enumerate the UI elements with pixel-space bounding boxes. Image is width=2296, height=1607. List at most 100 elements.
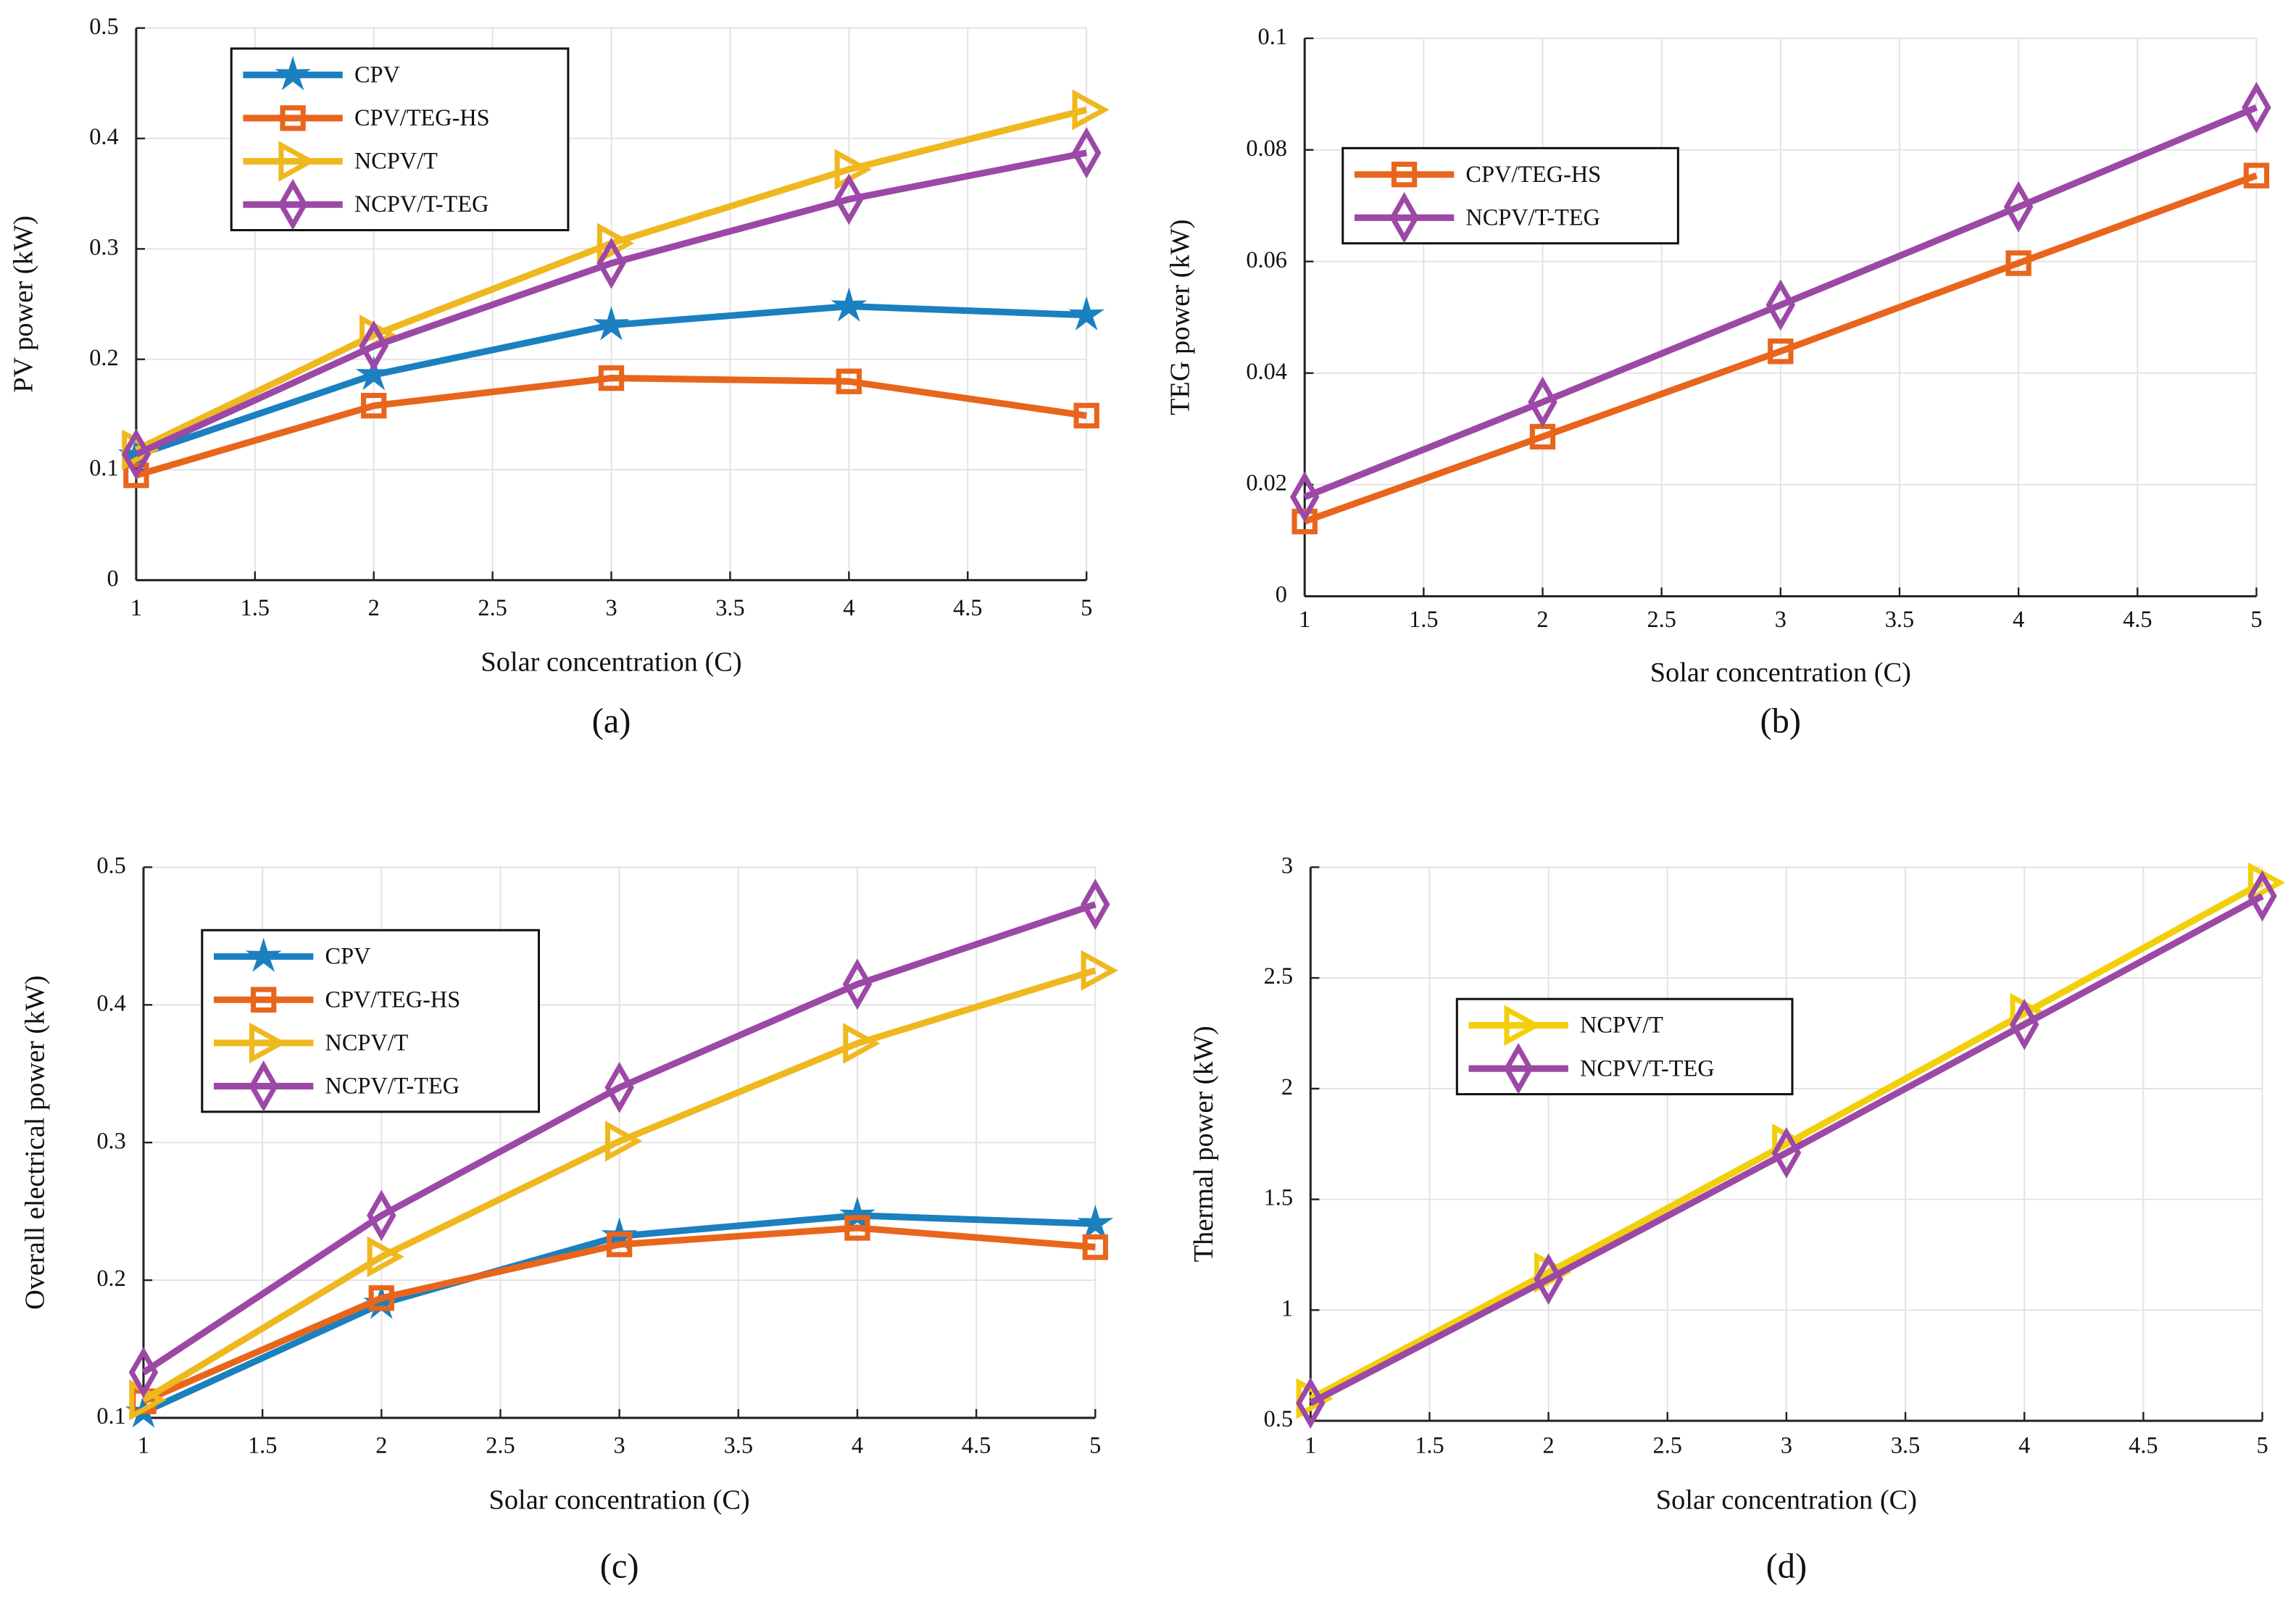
- legend-label: CPV/TEG-HS: [1465, 161, 1601, 187]
- data-point-square-marker: [368, 1285, 394, 1311]
- legend-diamond-marker: [278, 178, 308, 231]
- y-axis-label: Overall electrical power (kW): [20, 976, 51, 1310]
- x-tick-label: 1.5: [241, 594, 270, 620]
- chart-panel-d: 1 1.5 2 2.5 3 3.5 4 4.5 5 0.5 1 1.5 2 2.5 3 Solar conce…: [1189, 852, 2286, 1585]
- y-tick-label: 0.4: [96, 989, 125, 1016]
- data-point-square-marker: [1073, 402, 1099, 429]
- data-point-star-marker: [355, 355, 392, 391]
- data-point-star-marker: [839, 1196, 875, 1232]
- series-ncpv-t-teg: [128, 879, 1110, 1398]
- data-point-diamond-marker: [1289, 471, 1320, 523]
- data-point-triangle-marker: [1081, 950, 1118, 992]
- series-line: [141, 967, 1097, 1403]
- y-tick-label: 0.4: [89, 123, 118, 149]
- series-ncpv-t-teg: [1289, 81, 2271, 523]
- series-ncpv-t-teg: [1296, 870, 2277, 1429]
- x-tick-label: 2.5: [1647, 606, 1676, 632]
- data-point-triangle-marker: [834, 149, 872, 190]
- legend-label: NCPV/T: [1580, 1012, 1663, 1038]
- series-cpv-teg-hs: [123, 365, 1099, 489]
- data-point-diamond-marker: [2247, 870, 2277, 922]
- data-point-square-marker: [361, 393, 387, 419]
- x-axis-label: Solar concentration (C): [1650, 657, 1911, 688]
- series-line: [142, 1224, 1096, 1405]
- x-axis-label: Solar concentration (C): [481, 647, 741, 678]
- data-point-diamond-marker: [1771, 1127, 1802, 1179]
- x-tick-label: 4.5: [953, 594, 982, 620]
- y-tick-label: 0.2: [89, 344, 118, 370]
- x-tick-label: 2: [1536, 606, 1548, 632]
- series-cpv-teg-hs: [1292, 162, 2270, 535]
- data-point-diamond-marker: [1071, 127, 1102, 179]
- data-point-diamond-marker: [359, 320, 388, 372]
- data-point-diamond-marker: [121, 428, 151, 481]
- x-tick-label: 5: [2256, 1432, 2268, 1458]
- x-axis-label: Solar concentration (C): [489, 1484, 750, 1515]
- y-tick-label: 0.1: [89, 454, 118, 481]
- data-point-diamond-marker: [596, 237, 626, 289]
- y-tick-label: 0.2: [96, 1265, 125, 1291]
- y-tick-label: 1: [1281, 1295, 1293, 1321]
- legend-label: NCPV/T: [354, 148, 438, 174]
- panel-label: (b): [1760, 702, 1802, 741]
- x-tick-label: 4: [852, 1432, 863, 1458]
- data-point-square-marker: [598, 365, 625, 391]
- panel-label: (c): [600, 1547, 639, 1585]
- y-tick-label: 0.3: [89, 233, 118, 259]
- y-tick-label: 0.5: [89, 13, 118, 39]
- data-point-square-marker: [2243, 162, 2270, 188]
- x-tick-label: 1: [1305, 1432, 1316, 1458]
- series-line: [1303, 104, 2258, 500]
- x-tick-label: 2: [368, 594, 380, 620]
- series-line: [141, 901, 1097, 1376]
- legend-square-marker: [250, 987, 277, 1013]
- data-point-diamond-marker: [834, 173, 864, 225]
- y-tick-label: 0: [107, 565, 118, 591]
- x-tick-label: 3: [614, 1432, 625, 1458]
- x-tick-label: 3: [1775, 606, 1787, 632]
- chart-panel-c: 1 1.5 2 2.5 3 3.5 4 4.5 5 0.1 0.2 0.3 0.4 0.5 Solar co…: [20, 852, 1118, 1585]
- x-tick-label: 1: [130, 594, 142, 620]
- legend: NCPV/T NCPV/T-TEG: [1455, 997, 1794, 1096]
- legend-label: NCPV/T: [325, 1029, 409, 1055]
- legend-square-marker: [1391, 162, 1418, 188]
- data-point-square-marker: [1292, 508, 1318, 535]
- data-point-diamond-marker: [2009, 998, 2039, 1050]
- y-tick-label: 0.1: [96, 1403, 125, 1429]
- x-tick-label: 3.5: [1885, 606, 1914, 632]
- data-point-star-marker: [593, 306, 630, 341]
- x-tick-label: 1: [138, 1432, 149, 1458]
- series-line: [135, 149, 1088, 457]
- data-point-diamond-marker: [2003, 180, 2034, 233]
- panel-label: (a): [592, 702, 631, 741]
- data-point-diamond-marker: [367, 1189, 396, 1242]
- data-point-star-marker: [1068, 296, 1105, 331]
- data-point-diamond-marker: [1296, 1377, 1326, 1429]
- y-axis-label: PV power (kW): [8, 215, 38, 392]
- x-tick-label: 4.5: [2123, 606, 2152, 632]
- legend-triangle-marker: [278, 141, 316, 182]
- x-tick-label: 4: [2013, 606, 2024, 632]
- y-tick-label: 2: [1281, 1074, 1293, 1100]
- data-point-square-marker: [2005, 250, 2031, 276]
- y-tick-label: 0: [1276, 581, 1287, 607]
- x-tick-label: 5: [1081, 594, 1092, 620]
- legend-label: NCPV/T-TEG: [1580, 1055, 1715, 1081]
- y-tick-label: 3: [1281, 852, 1293, 878]
- series-line: [1309, 893, 2264, 1406]
- y-tick-label: 1.5: [1264, 1184, 1293, 1211]
- legend-square-marker: [280, 105, 306, 131]
- legend-diamond-marker: [1503, 1042, 1534, 1095]
- x-tick-label: 1.5: [248, 1432, 277, 1458]
- series-line: [1303, 172, 2258, 525]
- data-point-square-marker: [1768, 339, 1794, 365]
- data-point-square-marker: [1082, 1234, 1108, 1261]
- legend-star-marker: [275, 56, 311, 91]
- data-point-diamond-marker: [1534, 1253, 1563, 1305]
- legend: CPV/TEG-HS NCPV/T-TEG: [1342, 146, 1679, 245]
- panel-label: (d): [1766, 1547, 1808, 1585]
- y-tick-label: 0.02: [1246, 470, 1287, 496]
- legend-label: CPV: [325, 943, 371, 969]
- chart-panel-a: 1 1.5 2 2.5 3 3.5 4 4.5 5 0 0.1 0.2 0.3 0.4 0.5 Solar c…: [8, 13, 1110, 741]
